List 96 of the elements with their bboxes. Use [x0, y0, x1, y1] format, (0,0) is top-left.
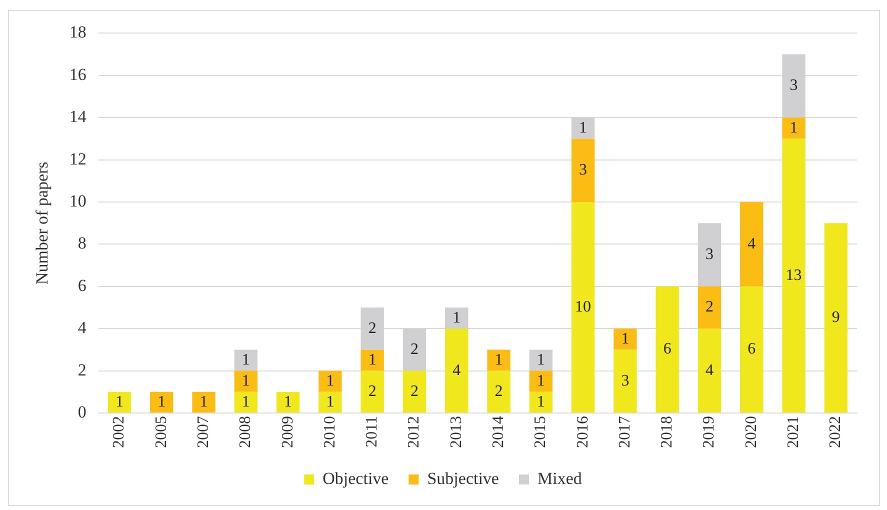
y-tick-label: 0	[78, 402, 86, 422]
data-label: 1	[326, 393, 334, 410]
y-tick-label: 2	[78, 360, 86, 380]
bar	[318, 370, 342, 392]
data-label: 9	[832, 309, 840, 326]
data-label: 1	[115, 393, 124, 410]
data-label: 1	[536, 393, 545, 410]
data-label: 13	[786, 266, 802, 284]
x-tick-label: 2002	[110, 416, 128, 448]
x-tick-label: 2013	[448, 416, 465, 448]
x-tick-label: 2007	[194, 416, 212, 448]
x-tick-label: 2009	[279, 416, 296, 448]
data-label: 2	[494, 382, 503, 400]
legend-label: Subjective	[427, 468, 499, 488]
bar	[234, 370, 258, 392]
bar	[782, 138, 806, 412]
data-label: 1	[536, 372, 545, 390]
legend-label: Mixed	[537, 468, 582, 488]
bar	[824, 223, 848, 412]
data-label: 3	[621, 372, 630, 390]
bar	[614, 350, 637, 412]
data-label: 2	[705, 298, 714, 316]
x-tick-label: 2021	[784, 416, 802, 448]
y-axis-title: Number of papers	[32, 162, 52, 284]
bar	[276, 392, 300, 412]
bar	[108, 392, 132, 412]
bar	[234, 392, 258, 412]
data-label: 3	[790, 77, 798, 94]
bar	[360, 350, 384, 371]
data-label: 4	[705, 362, 714, 379]
y-tick-label: 10	[69, 191, 86, 210]
x-tick-label: 2005	[152, 416, 170, 448]
bar	[782, 118, 806, 139]
bar	[487, 370, 510, 412]
x-tick-label: 2019	[700, 416, 718, 448]
data-label: 1	[790, 119, 798, 136]
data-label: 1	[200, 393, 208, 410]
bar	[571, 202, 595, 412]
bar	[656, 286, 679, 412]
bar	[318, 392, 342, 412]
bar	[402, 370, 426, 412]
x-tick-label: 2018	[658, 416, 676, 448]
bar	[192, 392, 216, 412]
data-label: 3	[579, 162, 588, 179]
x-tick-label: 2015	[532, 416, 550, 448]
bar	[698, 286, 722, 329]
data-label: 2	[410, 340, 418, 358]
bar	[360, 370, 384, 412]
x-tick-label: 2020	[742, 416, 760, 448]
legend-label: Objective	[322, 468, 389, 488]
y-tick-label: 16	[69, 64, 86, 84]
data-label: 10	[575, 298, 592, 316]
data-label: 6	[663, 340, 672, 358]
data-label: 1	[242, 393, 250, 410]
bar	[529, 392, 553, 412]
data-label: 1	[536, 351, 545, 368]
bar	[487, 350, 510, 371]
y-tick-label: 12	[69, 149, 86, 168]
bar	[529, 370, 553, 392]
bar	[445, 328, 468, 412]
data-label: 4	[748, 235, 756, 252]
x-tick-label: 2010	[321, 416, 338, 448]
data-label: 2	[368, 382, 376, 400]
y-tick-label: 18	[69, 22, 86, 42]
x-tick-label: 2008	[237, 416, 254, 448]
data-label: 1	[452, 309, 461, 326]
bar	[150, 392, 174, 412]
data-label: 1	[284, 393, 292, 410]
y-tick-label: 14	[69, 107, 87, 126]
bar	[740, 286, 764, 412]
data-label: 2	[410, 382, 418, 400]
x-tick-label: 2011	[364, 416, 381, 448]
y-tick-label: 6	[78, 276, 86, 295]
data-label: 1	[326, 372, 334, 390]
data-label: 3	[705, 246, 714, 263]
data-label: 1	[368, 351, 376, 368]
x-tick-label: 2012	[406, 416, 423, 448]
y-tick-label: 4	[78, 318, 87, 338]
y-tick-label: 8	[78, 234, 86, 253]
data-label: 1	[621, 330, 630, 348]
data-label: 6	[748, 340, 756, 358]
data-label: 2	[368, 320, 376, 337]
bar	[614, 328, 637, 350]
data-label: 1	[494, 351, 503, 368]
x-tick-label: 2014	[490, 416, 507, 448]
data-label: 4	[452, 362, 461, 379]
data-label: 1	[579, 119, 588, 136]
x-tick-label: 2017	[616, 416, 634, 448]
x-tick-label: 2016	[574, 416, 592, 448]
data-label: 1	[158, 393, 166, 410]
data-label: 1	[242, 351, 250, 368]
bar	[571, 138, 595, 202]
bar	[698, 328, 722, 412]
bar	[740, 202, 764, 286]
x-tick-label: 2022	[827, 416, 844, 448]
data-label: 1	[242, 372, 250, 390]
